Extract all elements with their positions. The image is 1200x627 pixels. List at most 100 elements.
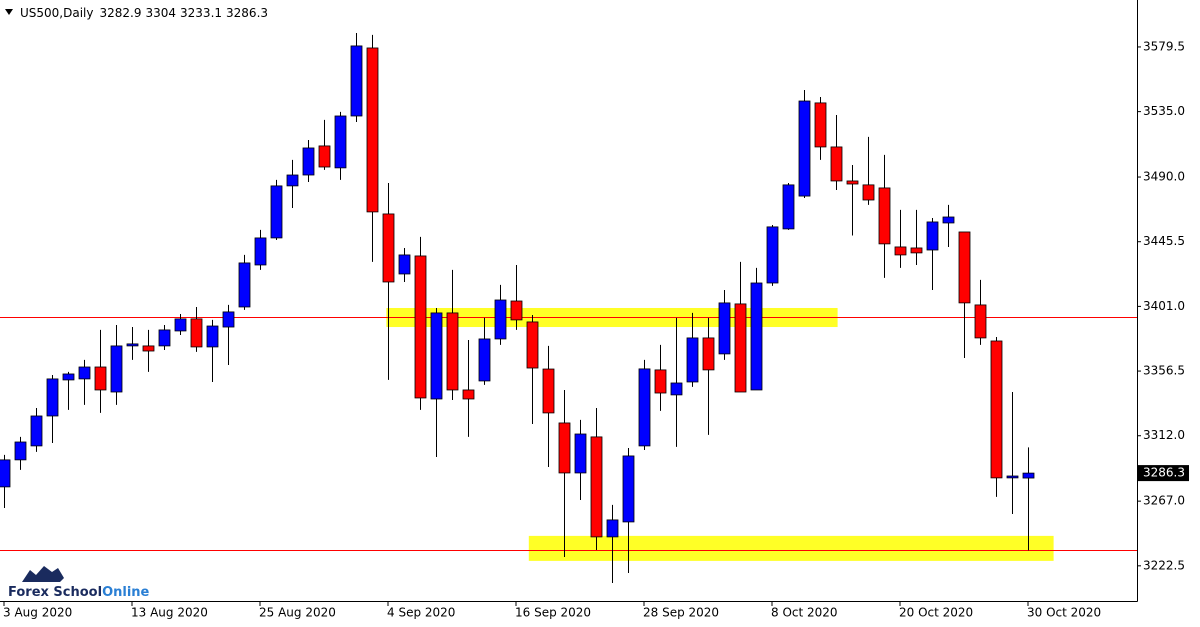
candle-body <box>206 325 219 348</box>
plot-area <box>0 32 1137 583</box>
candle-body <box>302 147 315 176</box>
candle-body <box>878 187 891 245</box>
candle-body <box>94 366 107 391</box>
candle-body <box>686 337 699 383</box>
candle-body <box>46 378 59 417</box>
candle-body <box>430 312 443 400</box>
candle-body <box>174 318 187 332</box>
candle-body <box>574 433 587 474</box>
candle-body <box>142 345 155 352</box>
y-tick-label: 3356.5 <box>1143 364 1185 378</box>
candle-body <box>510 300 523 321</box>
logo-part2: Online <box>102 585 149 600</box>
candle-body <box>910 247 923 254</box>
candle-body <box>414 255 427 399</box>
candle-body <box>14 441 27 461</box>
x-tick-label: 20 Oct 2020 <box>899 606 973 620</box>
candle-body <box>222 311 235 328</box>
menu-arrow[interactable] <box>5 9 13 15</box>
candle-body <box>782 184 795 230</box>
candle-body <box>798 100 811 197</box>
candle-body <box>1022 472 1035 479</box>
high-value: 3304 <box>145 6 176 20</box>
logo-icon <box>22 566 64 582</box>
candle-body <box>334 115 347 169</box>
candle-body <box>0 459 11 488</box>
y-tick-label: 3222.5 <box>1143 558 1185 572</box>
candle-body <box>590 436 603 538</box>
chart-header: US500,Daily 3282.9 3304 3233.1 3286.3 <box>20 6 268 20</box>
symbol: US500,Daily <box>20 6 93 20</box>
candle-body <box>494 299 507 340</box>
candle-body <box>830 146 843 182</box>
candle-body <box>366 47 379 213</box>
candle-body <box>318 145 331 168</box>
price-label: 3286.3 <box>1143 466 1185 480</box>
y-tick-label: 3267.0 <box>1143 494 1185 508</box>
logo: Forex SchoolOnline <box>8 566 150 600</box>
candle-body <box>638 368 651 447</box>
candle-body <box>942 216 955 224</box>
x-tick-label: 8 Oct 2020 <box>771 606 838 620</box>
candle-body <box>542 368 555 414</box>
candle-body <box>606 519 619 538</box>
candle-body <box>62 373 75 381</box>
zone <box>528 535 1054 561</box>
open-value: 3282.9 <box>99 6 141 20</box>
candle-body <box>862 184 875 201</box>
x-tick-label: 3 Aug 2020 <box>3 606 72 620</box>
candle-body <box>446 312 459 391</box>
candle-body <box>926 221 939 251</box>
candle-body <box>462 389 475 400</box>
y-tick-label: 3535.0 <box>1143 104 1185 118</box>
candle-body <box>478 338 491 382</box>
x-tick-label: 25 Aug 2020 <box>259 606 336 620</box>
candle-body <box>30 415 43 447</box>
low-value: 3233.1 <box>180 6 222 20</box>
candle-body <box>126 343 139 347</box>
candle-body <box>78 366 91 380</box>
candle-body <box>526 321 539 369</box>
candle-body <box>238 262 251 308</box>
candle-body <box>190 318 203 348</box>
candle-body <box>702 337 715 371</box>
candle-body <box>974 304 987 339</box>
candle-body <box>990 340 1003 479</box>
y-tick-label: 3579.5 <box>1143 39 1185 53</box>
logo-text: Forex SchoolOnline <box>8 585 150 600</box>
candle-body <box>622 455 635 523</box>
candle-body <box>286 174 299 187</box>
candle-body <box>350 45 363 117</box>
candle-body <box>158 329 171 347</box>
candle-body <box>254 237 267 266</box>
x-tick-label: 28 Sep 2020 <box>643 606 719 620</box>
y-tick-label: 3401.0 <box>1143 299 1185 313</box>
y-tick-label: 3445.5 <box>1143 234 1185 248</box>
candle-body <box>382 213 395 283</box>
candle-body <box>766 226 779 284</box>
candle-body <box>670 382 683 396</box>
candle-body <box>718 302 731 355</box>
candle-body <box>654 369 667 394</box>
price-box <box>1138 465 1189 482</box>
x-tick-label: 16 Sep 2020 <box>515 606 591 620</box>
candle-body <box>958 231 971 304</box>
candle-body <box>814 102 827 148</box>
candle-body <box>734 303 747 393</box>
close-value: 3286.3 <box>226 6 268 20</box>
x-tick-label: 30 Oct 2020 <box>1027 606 1101 620</box>
candle-body <box>846 180 859 185</box>
x-tick-label: 13 Aug 2020 <box>131 606 208 620</box>
candle-body <box>270 185 283 239</box>
candle-body <box>398 254 411 275</box>
candle-body <box>558 422 571 474</box>
y-tick-label: 3490.0 <box>1143 170 1185 184</box>
x-tick-label: 4 Sep 2020 <box>387 606 455 620</box>
logo-part1: Forex School <box>8 585 102 600</box>
candle-body <box>750 282 763 391</box>
y-tick-label: 3312.0 <box>1143 428 1185 442</box>
candle-body <box>894 246 907 256</box>
candle-body <box>110 345 123 393</box>
candle-body <box>1006 475 1019 479</box>
